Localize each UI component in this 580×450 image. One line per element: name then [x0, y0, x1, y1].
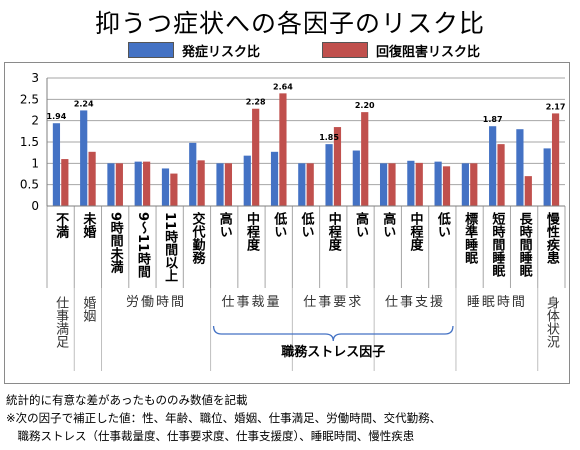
y-tick-label: 2 — [31, 114, 39, 128]
category-label: 不満 — [53, 212, 68, 239]
bar — [489, 126, 497, 206]
category-label: 中程度 — [326, 211, 342, 252]
y-tick-label: 1.5 — [20, 135, 39, 149]
category-label: 高い — [217, 211, 233, 238]
bar — [216, 163, 224, 206]
bar — [543, 148, 551, 206]
legend-label-recovery: 回復阻害リスク比 — [376, 44, 481, 60]
bar — [407, 160, 415, 206]
group-label: 仕事裁量 — [221, 294, 281, 310]
chart-area: 0 0.5 1 1.5 2 2.5 3 1.94 2.24 2.28 2.64 1.85 2.20 1.8… — [4, 62, 570, 384]
bar — [170, 173, 178, 206]
bar — [442, 166, 451, 206]
bar — [115, 163, 123, 206]
bar — [361, 112, 369, 206]
category-label: 高い — [380, 211, 396, 238]
category-label: 短時間睡眠 — [489, 211, 505, 278]
bar — [434, 161, 442, 206]
category-label: 9時間未満 — [108, 212, 125, 274]
category-label: 低い — [299, 211, 316, 238]
bracket — [212, 325, 454, 342]
bar — [306, 163, 314, 206]
category-label: 長時間睡眠 — [517, 212, 533, 278]
note-significance: 統計的に有意な差があったもののみ数値を記載 — [6, 393, 248, 407]
bar — [243, 155, 251, 206]
note-adjustment-cont: 職務ストレス（仕事裁量度、仕事要求度、仕事支援度）、睡眠時間、慢性疾患 — [6, 429, 415, 443]
bar — [379, 163, 388, 206]
data-label: 2.20 — [355, 101, 375, 110]
bar — [524, 176, 532, 206]
data-label: 1.87 — [483, 115, 503, 124]
group-label: 婚姻 — [80, 296, 96, 322]
bar — [107, 163, 115, 206]
bar — [143, 161, 151, 206]
bar — [61, 159, 69, 206]
group-label: 仕事要求 — [303, 295, 363, 310]
data-label: 2.64 — [273, 82, 293, 91]
bar — [415, 162, 423, 206]
bar — [333, 127, 342, 206]
group-label: 労働時間 — [126, 295, 186, 310]
bar — [497, 144, 505, 206]
group-label: 仕事支援 — [385, 295, 445, 310]
bar — [325, 144, 333, 206]
data-label: 2.24 — [74, 99, 94, 108]
y-tick-label: 0.5 — [20, 178, 39, 192]
legend-item-onset: 発症リスク比 — [128, 40, 260, 60]
category-label: 中程度 — [408, 211, 424, 252]
note-adjustment: ※次の因子で補正した値：性、年齢、職位、婚姻、仕事満足、労働時間、交代勤務、 — [6, 411, 442, 425]
category-label: 未婚 — [80, 211, 97, 239]
bar — [352, 150, 360, 206]
bar — [134, 161, 142, 206]
bar — [298, 163, 306, 206]
bar — [270, 151, 279, 206]
group-label: 睡眠時間 — [467, 295, 527, 310]
bar — [551, 113, 560, 206]
bar — [80, 110, 88, 206]
data-label: 1.85 — [319, 133, 339, 142]
bracket-label: 職務ストレス因子 — [281, 344, 385, 360]
bar — [461, 163, 469, 206]
bar — [197, 160, 205, 206]
group-label: 仕事満足 — [53, 296, 68, 349]
bar — [516, 129, 524, 206]
bar — [189, 142, 197, 206]
legend-label-onset: 発症リスク比 — [182, 44, 261, 60]
bar — [161, 168, 170, 206]
legend-swatch-recovery — [322, 42, 368, 58]
group-label: 身体状況 — [544, 295, 560, 348]
y-tick-label: 2.5 — [20, 92, 39, 106]
bar — [470, 163, 478, 206]
bar — [388, 163, 396, 206]
bar — [279, 93, 287, 206]
category-label: 中程度 — [244, 211, 260, 252]
y-tick-label: 0 — [31, 199, 39, 213]
y-tick-label: 3 — [31, 71, 39, 85]
data-label: 2.17 — [546, 102, 566, 111]
data-label: 1.94 — [47, 112, 67, 121]
category-label: 11時間以上 — [162, 212, 178, 283]
data-label: 2.28 — [246, 98, 266, 107]
legend-swatch-onset — [128, 42, 174, 58]
bar — [252, 108, 260, 206]
category-label: 交代勤務 — [189, 211, 206, 265]
category-label: 低い — [271, 211, 288, 238]
category-label: 低い — [435, 211, 452, 238]
bar — [52, 123, 61, 206]
bar — [224, 163, 233, 206]
category-label: 9～11時間 — [135, 212, 151, 280]
bar — [88, 151, 96, 206]
legend-item-recovery: 回復阻害リスク比 — [322, 40, 480, 60]
y-tick-label: 1 — [31, 156, 39, 170]
bar-chart: 0 0.5 1 1.5 2 2.5 3 1.94 2.24 2.28 2.64 1.85 2.20 1.8… — [20, 71, 566, 371]
category-label: 高い — [353, 211, 369, 238]
category-label: 標準睡眠 — [462, 211, 478, 265]
chart-title: 抑うつ症状への各因子のリスク比 — [94, 9, 485, 38]
category-label: 慢性疾患 — [544, 211, 560, 265]
